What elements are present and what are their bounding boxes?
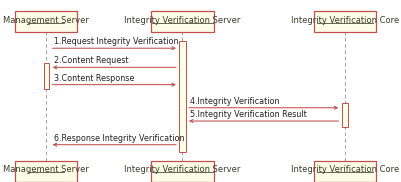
Text: Integrity Verification Core: Integrity Verification Core xyxy=(291,16,399,25)
Bar xyxy=(15,11,77,32)
Text: Integrity Verification Server: Integrity Verification Server xyxy=(124,16,241,25)
Text: 3.Content Response: 3.Content Response xyxy=(54,74,134,83)
Text: 4.Integrity Verification: 4.Integrity Verification xyxy=(190,97,279,106)
Text: 2.Content Request: 2.Content Request xyxy=(54,56,128,66)
Bar xyxy=(43,63,49,89)
Text: Management Server: Management Server xyxy=(3,16,89,25)
Text: Integrity Verification Core: Integrity Verification Core xyxy=(291,165,399,174)
Bar xyxy=(152,161,213,182)
Bar xyxy=(342,103,348,127)
Text: 5.Integrity Verification Result: 5.Integrity Verification Result xyxy=(190,110,307,119)
Bar xyxy=(314,11,376,32)
Bar xyxy=(15,161,77,182)
Text: Integrity Verification Server: Integrity Verification Server xyxy=(124,165,241,174)
Text: 6.Response Integrity Verification: 6.Response Integrity Verification xyxy=(54,134,184,143)
Bar xyxy=(314,161,376,182)
Text: 1.Request Integrity Verification: 1.Request Integrity Verification xyxy=(54,37,178,46)
Bar xyxy=(152,11,213,32)
Text: Management Server: Management Server xyxy=(3,165,89,174)
Bar xyxy=(179,41,186,152)
